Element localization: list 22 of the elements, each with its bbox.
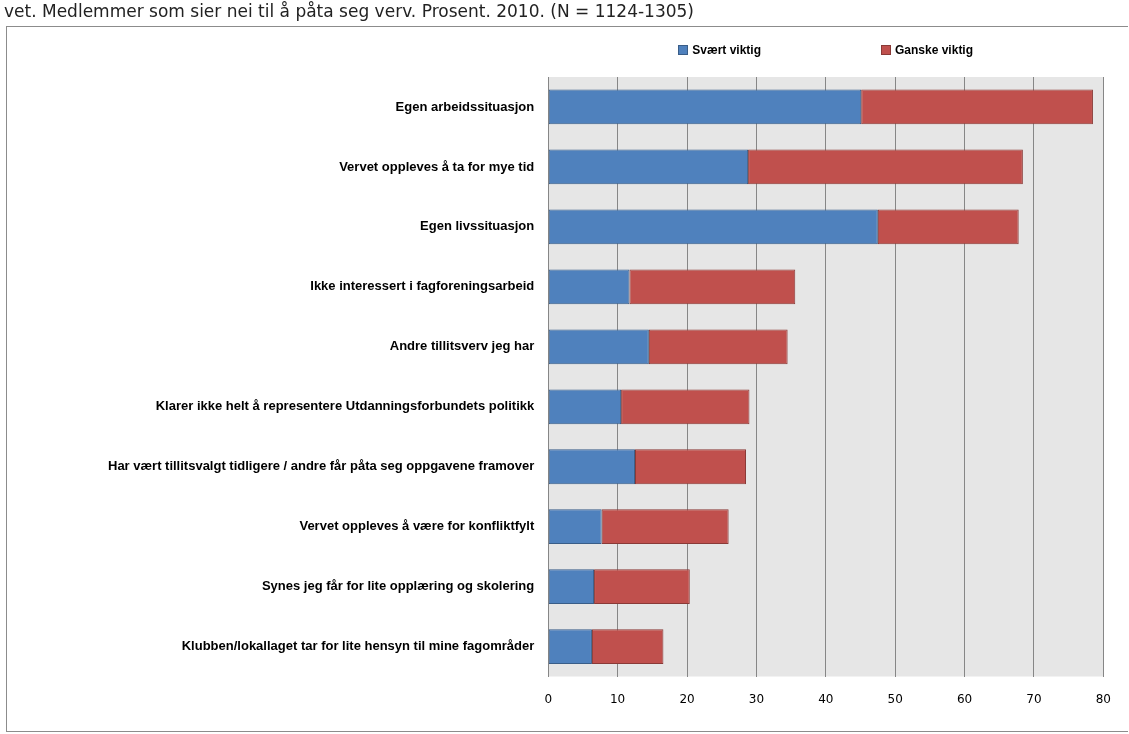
legend-label: Ganske viktig [895,43,974,57]
x-tick-label: 0 [544,691,553,706]
x-tick-label: 10 [609,691,626,706]
y-tick-label: Vervet oppleves å ta for mye tid [339,158,535,174]
x-tick-label: 20 [679,691,695,706]
y-tick-label: Vervet oppleves å være for konfliktfylt [299,518,535,534]
y-tick-label: Synes jeg får for lite opplæring og skolering [261,578,535,594]
x-tick-label: 50 [887,691,903,706]
x-tick-label: 80 [1095,691,1112,706]
x-tick-label: 30 [748,691,765,706]
y-tick-label: Ikke interessert i fagforeningsarbeid [310,278,535,294]
y-tick-label: Andre tillitsverv jeg har [389,338,535,354]
x-tick-label: 60 [956,691,973,706]
y-tick-label: Har vært tillitsvalgt tidligere / andre får påta seg oppgavene framover [107,458,535,474]
y-tick-label: Egen livssituasjon [420,218,535,234]
y-tick-label: Klubben/lokallaget tar for lite hensyn til mine fagområder [181,638,535,654]
x-tick-label: 40 [818,691,834,706]
x-tick-label: 70 [1026,691,1042,706]
legend-label: Svært viktig [692,43,761,57]
y-tick-label: Klarer ikke helt å representere Utdanningsforbundets politikk [155,398,535,414]
text: vet. Medlemmer som sier nei til å påta seg verv. Prosent. 2010. (N = 1124-1305) [3,0,695,23]
y-tick-label: Egen arbeidssituasjon [395,98,535,114]
